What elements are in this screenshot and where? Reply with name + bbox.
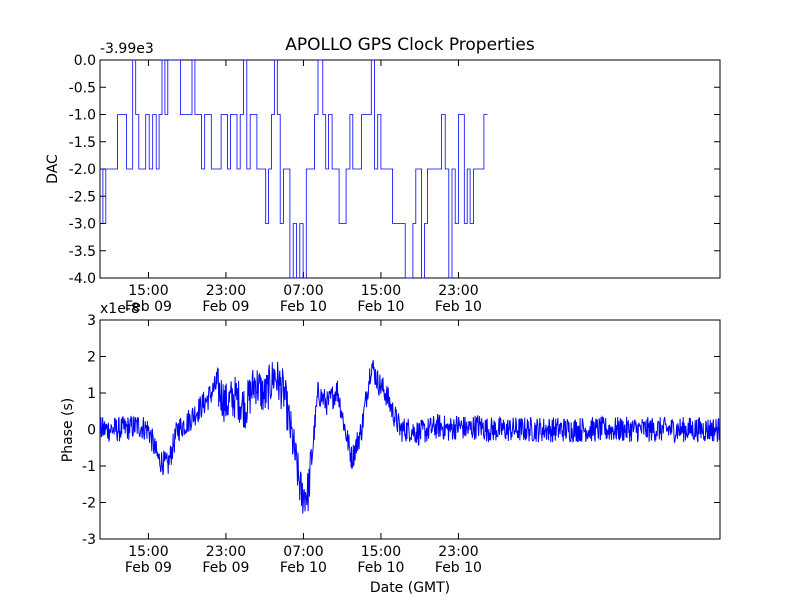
bottom-y-tick-label-4: -1 bbox=[82, 459, 96, 475]
top-y-axis-label: DAC bbox=[45, 154, 61, 184]
bottom-x-tick-date-4: Feb 10 bbox=[435, 560, 482, 576]
top-offset-label: -3.99e3 bbox=[100, 41, 154, 57]
phase-series-line bbox=[99, 360, 721, 514]
bottom-x-tick-date-2: Feb 10 bbox=[280, 560, 327, 576]
top-x-tick-date-3: Feb 10 bbox=[357, 299, 404, 315]
top-y-tick-label-5: -2.5 bbox=[69, 189, 96, 205]
top-x-tick-time-0: 15:00 bbox=[128, 283, 168, 299]
bottom-y-tick-label-0: 3 bbox=[87, 313, 96, 329]
top-x-tick-time-1: 23:00 bbox=[206, 283, 246, 299]
top-y-tick-label-0: 0.0 bbox=[74, 53, 96, 69]
bottom-y-tick-label-1: 2 bbox=[87, 350, 96, 366]
top-x-tick-date-1: Feb 09 bbox=[202, 299, 249, 315]
bottom-x-tick-time-2: 07:00 bbox=[283, 544, 323, 560]
top-y-tick-label-1: -0.5 bbox=[69, 80, 96, 96]
bottom-x-tick-date-0: Feb 09 bbox=[125, 560, 172, 576]
bottom-y-tick-label-2: 1 bbox=[87, 386, 96, 402]
top-x-tick-date-4: Feb 10 bbox=[435, 299, 482, 315]
top-y-tick-label-6: -3.0 bbox=[69, 217, 96, 233]
bottom-x-tick-time-0: 15:00 bbox=[128, 544, 168, 560]
top-x-tick-date-0: Feb 09 bbox=[125, 299, 172, 315]
top-y-tick-label-3: -1.5 bbox=[69, 135, 96, 151]
bottom-x-tick-date-3: Feb 10 bbox=[357, 560, 404, 576]
bottom-y-ticks: 3 2 1 0 -1 -2 -3 bbox=[82, 313, 720, 548]
bottom-y-tick-label-6: -3 bbox=[82, 532, 96, 548]
bottom-x-tick-time-4: 23:00 bbox=[438, 544, 478, 560]
top-x-tick-time-4: 23:00 bbox=[438, 283, 478, 299]
top-y-tick-label-4: -2.0 bbox=[69, 162, 96, 178]
bottom-y-tick-label-3: 0 bbox=[87, 423, 96, 439]
bottom-x-axis-label: Date (GMT) bbox=[370, 580, 450, 596]
bottom-offset-label: x1e-8 bbox=[100, 301, 140, 317]
dac-series-line bbox=[100, 59, 488, 279]
top-y-tick-label-2: -1.0 bbox=[69, 108, 96, 124]
top-y-tick-label-8: -4.0 bbox=[69, 271, 96, 287]
bottom-x-tick-date-1: Feb 09 bbox=[202, 560, 249, 576]
bottom-y-tick-label-5: -2 bbox=[82, 496, 96, 512]
top-y-tick-label-7: -3.5 bbox=[69, 244, 96, 260]
top-x-tick-date-2: Feb 10 bbox=[280, 299, 327, 315]
bottom-x-tick-time-3: 15:00 bbox=[361, 544, 401, 560]
bottom-x-tick-time-1: 23:00 bbox=[206, 544, 246, 560]
top-plot-area bbox=[99, 59, 721, 279]
top-x-tick-time-3: 15:00 bbox=[361, 283, 401, 299]
chart-title: APOLLO GPS Clock Properties bbox=[285, 35, 535, 55]
bottom-y-axis-label: Phase (s) bbox=[60, 398, 76, 462]
top-panel: -3.99e3 DAC 0.0 -0.5 -1.0 -1.5 -2.0 -2.5 -3.0 -… bbox=[45, 41, 721, 315]
top-x-tick-time-2: 07:00 bbox=[283, 283, 323, 299]
bottom-panel: x1e-8 Phase (s) Date (GMT) 3 2 1 0 -1 -2 -3 15… bbox=[60, 301, 721, 596]
